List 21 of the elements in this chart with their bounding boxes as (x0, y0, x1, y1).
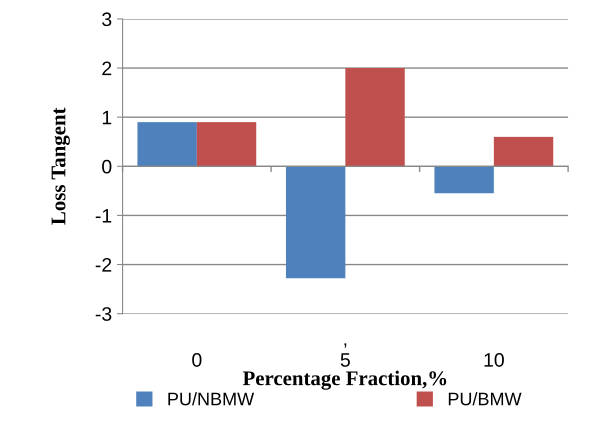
bar (137, 122, 197, 166)
bar (494, 136, 554, 166)
y-tick-label: -3 (96, 307, 112, 321)
y-tick-label: 3 (102, 12, 112, 26)
bar (434, 166, 494, 194)
text: , (344, 343, 346, 348)
y-tick-label: -2 (96, 258, 112, 272)
y-tick-label: -1 (96, 209, 112, 222)
y-axis-title: Loss Tangent (52, 108, 70, 225)
y-tick-label: 0 (102, 160, 112, 174)
y-tick-label: 2 (102, 62, 112, 76)
x-tick-label: 5 (340, 353, 350, 367)
bar (286, 166, 346, 278)
bar (345, 68, 405, 166)
bar (196, 122, 256, 166)
legend-label: PU/BMW (448, 392, 522, 406)
x-tick-label: 10 (484, 353, 504, 367)
x-axis-title: Percentage Fraction,% (242, 370, 446, 390)
x-tick-label: 0 (192, 353, 202, 367)
y-tick-label: 1 (102, 110, 112, 124)
legend-label: PU/NBMW (168, 392, 254, 406)
